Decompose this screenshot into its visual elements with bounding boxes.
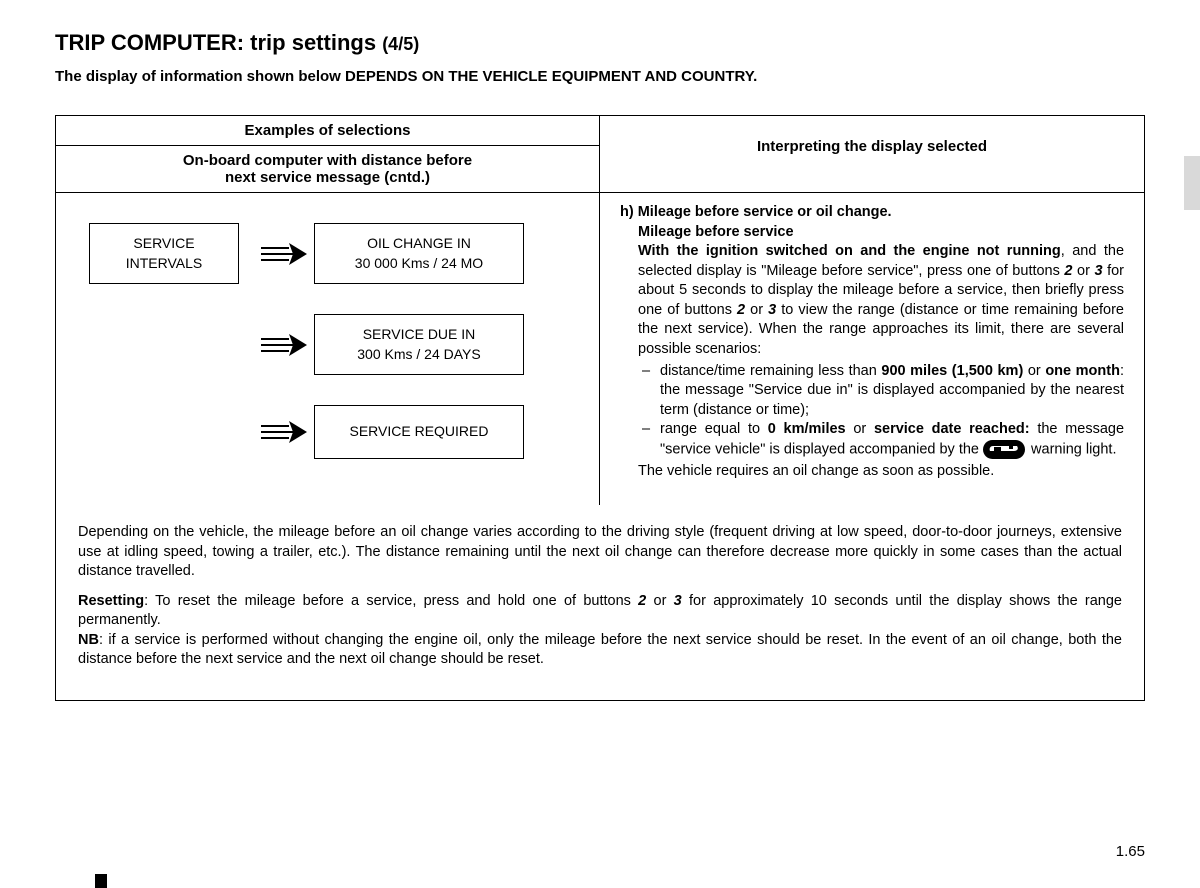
service-required: SERVICE REQUIRED xyxy=(350,423,489,439)
bullet-2: range equal to 0 km/miles or service dat… xyxy=(638,420,1124,459)
li2d: service date reached: xyxy=(874,421,1030,437)
item-sub: Mileage before service xyxy=(638,224,794,240)
title-suffix: (4/5) xyxy=(382,34,419,54)
service-due-l2: 300 Kms / 24 DAYS xyxy=(357,346,480,362)
diagram-cell: SERVICE INTERVALS OIL CHANGE IN xyxy=(56,193,600,505)
box-service-due: SERVICE DUE IN 300 Kms / 24 DAYS xyxy=(314,314,524,375)
service-intervals-l1: SERVICE xyxy=(133,235,194,251)
box-oil-change: OIL CHANGE IN 30 000 Kms / 24 MO xyxy=(314,223,524,284)
p2-or: or xyxy=(646,593,673,609)
service-due-l1: SERVICE DUE IN xyxy=(363,326,476,342)
th-onboard: On-board computer with distance before n… xyxy=(56,146,599,192)
li2c: or xyxy=(846,421,874,437)
li2b: 0 km/miles xyxy=(768,421,846,437)
btn-3: 3 xyxy=(1094,263,1102,279)
main-table: Examples of selections On-board computer… xyxy=(55,115,1145,701)
page-title: TRIP COMPUTER: trip settings (4/5) xyxy=(55,30,1145,56)
item-letter: h) xyxy=(620,204,634,220)
li2a: range equal to xyxy=(660,421,768,437)
li1d: one month xyxy=(1045,363,1120,379)
li1b: 900 miles (1,500 km) xyxy=(881,363,1023,379)
li1c: or xyxy=(1023,363,1045,379)
diagram-row-1: SERVICE INTERVALS OIL CHANGE IN xyxy=(74,223,581,284)
wrench-icon xyxy=(983,440,1025,459)
th-onboard-l1: On-board computer with distance before xyxy=(183,152,472,169)
diagram-row-3: SERVICE REQUIRED xyxy=(74,405,581,459)
page-number: 1.65 xyxy=(1116,843,1145,860)
note-p1: Depending on the vehicle, the mileage be… xyxy=(78,523,1122,582)
th-examples: Examples of selections xyxy=(56,116,599,146)
note-p2: Resetting: To reset the mileage before a… xyxy=(78,592,1122,670)
li2f: warning light. xyxy=(1027,441,1116,457)
oil-change-l2: 30 000 Kms / 24 MO xyxy=(355,255,483,271)
service-intervals-l2: INTERVALS xyxy=(126,255,203,271)
arrow-icon xyxy=(259,241,309,267)
or-1: or xyxy=(1073,263,1095,279)
crop-mark xyxy=(95,874,107,888)
btn-3b: 3 xyxy=(768,302,776,318)
p3-rest: : if a service is performed without chan… xyxy=(78,632,1122,668)
p2-a: : To reset the mileage before a service,… xyxy=(144,593,638,609)
or-1b: or xyxy=(745,302,768,318)
right-tail: The vehicle requires an oil change as so… xyxy=(638,463,994,479)
table-header-row: Examples of selections On-board computer… xyxy=(56,116,1144,192)
box-service-required: SERVICE REQUIRED xyxy=(314,405,524,459)
right-heading: h) Mileage before service or oil change.… xyxy=(620,203,1124,242)
th-interpret: Interpreting the display selected xyxy=(600,116,1144,177)
p3-lead: NB xyxy=(78,632,99,648)
p2-lead: Resetting xyxy=(78,593,144,609)
arrow-icon xyxy=(259,419,309,445)
p2-btn3: 3 xyxy=(674,593,682,609)
diagram-row-2: SERVICE DUE IN 300 Kms / 24 DAYS xyxy=(74,314,581,375)
content-row: SERVICE INTERVALS OIL CHANGE IN xyxy=(56,192,1144,505)
title-main: TRIP COMPUTER: trip settings xyxy=(55,30,376,55)
arrow-icon xyxy=(259,332,309,358)
th-onboard-l2: next service message (cntd.) xyxy=(225,169,430,186)
li1a: distance/time remaining less than xyxy=(660,363,881,379)
bottom-notes: Depending on the vehicle, the mileage be… xyxy=(56,505,1144,700)
item-title: Mileage before service or oil change. xyxy=(638,204,892,220)
box-service-intervals: SERVICE INTERVALS xyxy=(89,223,239,284)
header-right-col: Interpreting the display selected xyxy=(600,116,1144,192)
side-thumb-tab xyxy=(1184,156,1200,210)
btn-2: 2 xyxy=(1064,263,1072,279)
btn-2b: 2 xyxy=(737,302,745,318)
page-subtitle: The display of information shown below D… xyxy=(55,68,1145,85)
para1-lead: With the ignition switched on and the en… xyxy=(638,243,1061,259)
right-body: With the ignition switched on and the en… xyxy=(620,242,1124,481)
header-left-col: Examples of selections On-board computer… xyxy=(56,116,600,192)
bullet-1: distance/time remaining less than 900 mi… xyxy=(638,362,1124,421)
interpretation-cell: h) Mileage before service or oil change.… xyxy=(600,193,1144,505)
oil-change-l1: OIL CHANGE IN xyxy=(367,235,471,251)
